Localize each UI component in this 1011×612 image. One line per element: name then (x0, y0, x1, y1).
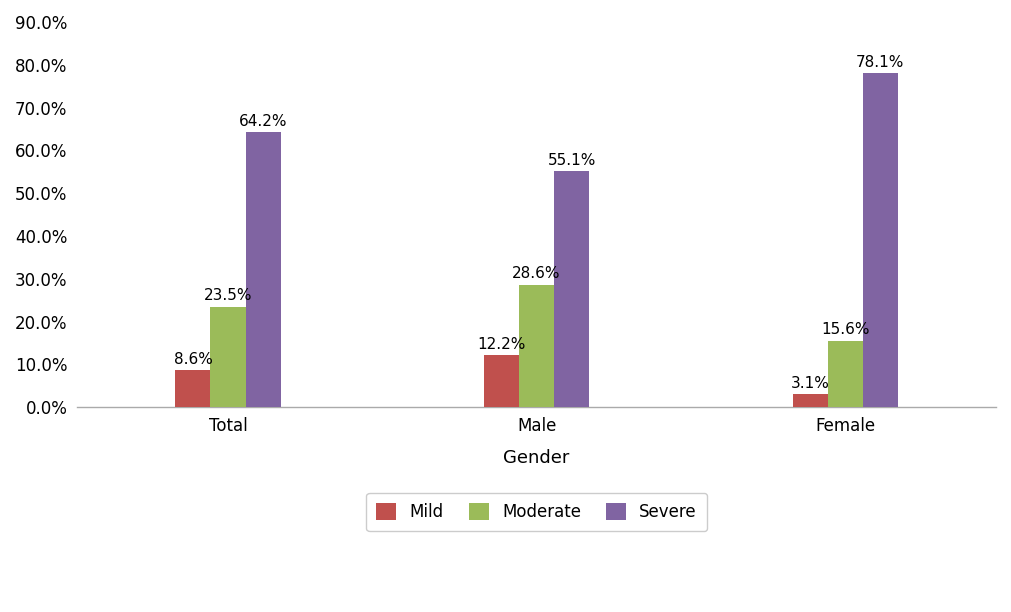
Bar (554, 171, 589, 408)
Legend: Mild, Moderate, Severe: Mild, Moderate, Severe (366, 493, 707, 531)
Bar (828, 340, 862, 408)
Text: 64.2%: 64.2% (239, 114, 287, 129)
Bar (176, 370, 210, 408)
Text: 15.6%: 15.6% (821, 322, 869, 337)
Bar (210, 307, 246, 408)
X-axis label: Gender: Gender (503, 449, 570, 467)
Bar (484, 355, 519, 408)
Text: 78.1%: 78.1% (856, 54, 905, 70)
Text: 55.1%: 55.1% (548, 153, 595, 168)
Text: 12.2%: 12.2% (477, 337, 526, 352)
Text: 28.6%: 28.6% (513, 266, 561, 282)
Bar (519, 285, 554, 408)
Bar (246, 132, 281, 408)
Text: 23.5%: 23.5% (204, 288, 253, 304)
Text: 8.6%: 8.6% (174, 352, 212, 367)
Bar (862, 73, 898, 408)
Text: 3.1%: 3.1% (791, 376, 830, 390)
Bar (793, 394, 828, 408)
